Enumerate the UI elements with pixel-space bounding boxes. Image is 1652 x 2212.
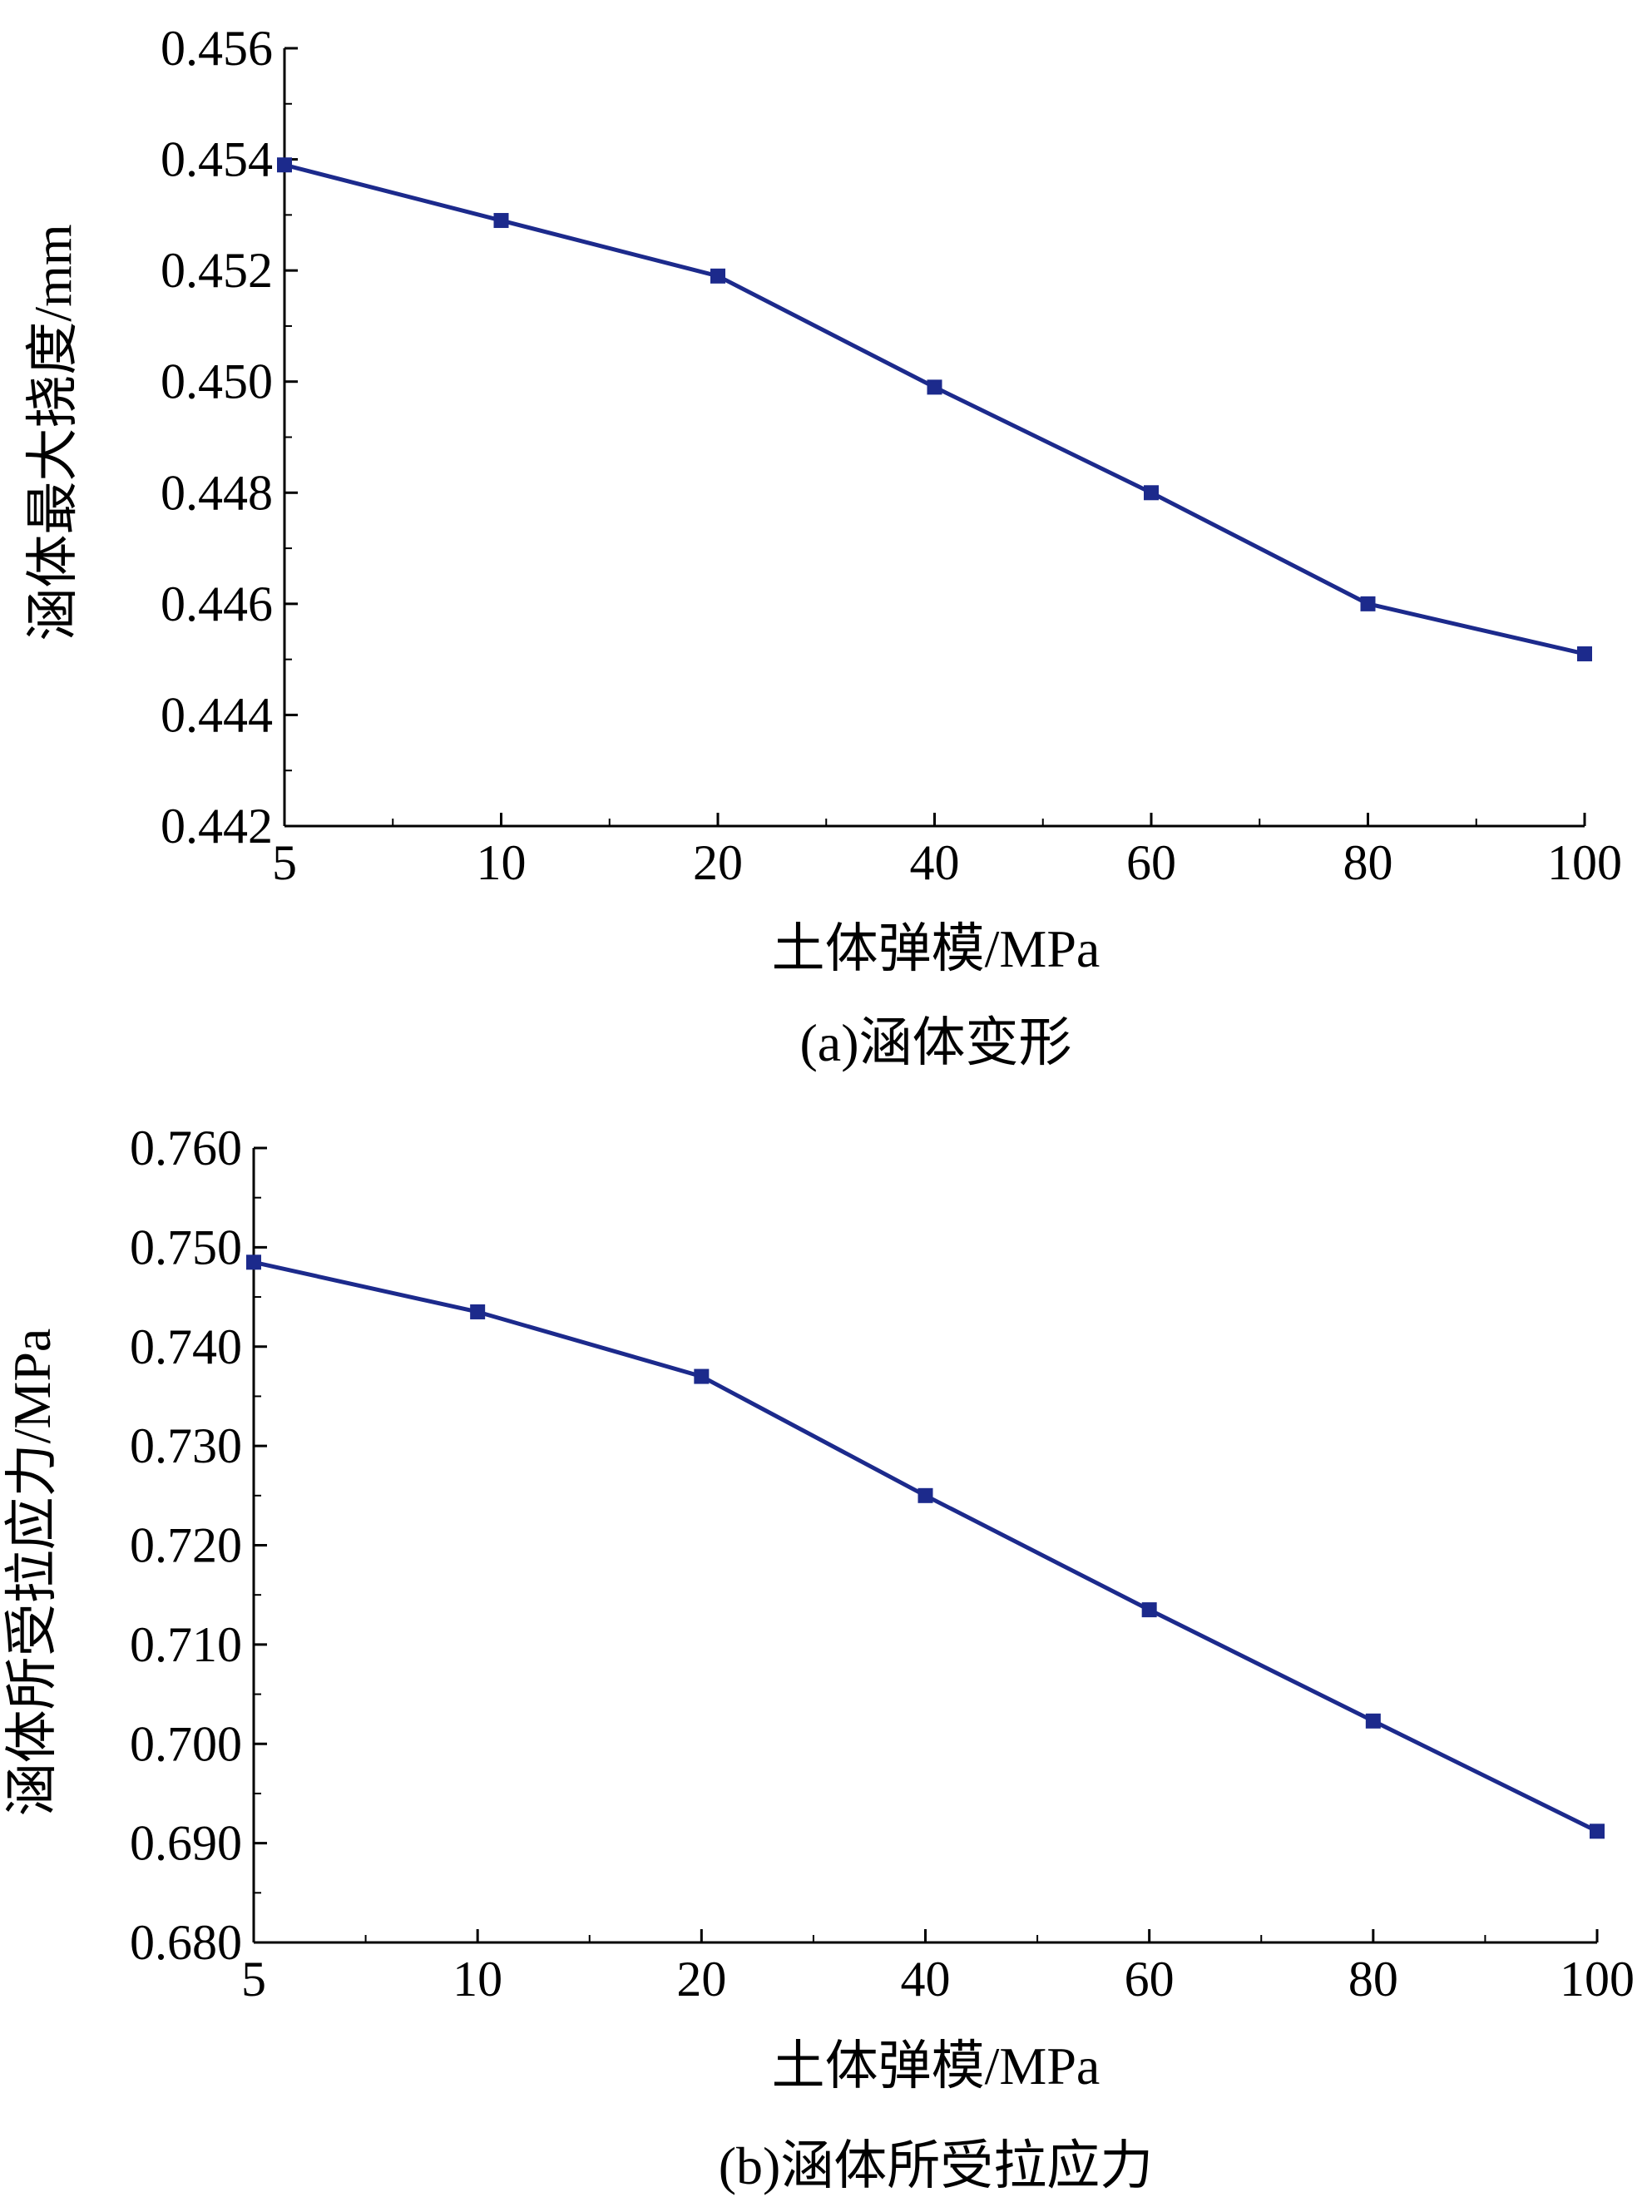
data-point (1577, 646, 1592, 661)
x-tick-label: 5 (272, 835, 297, 890)
chart-b-x-axis-label: 土体弹模/MPa (772, 2036, 1101, 2096)
data-point (277, 157, 292, 173)
x-tick-label: 100 (1547, 835, 1622, 890)
data-point (694, 1368, 710, 1384)
chart-a-caption: (a)涵体变形 (799, 1013, 1071, 1072)
x-tick-label: 40 (901, 1952, 951, 2007)
data-point (1360, 596, 1376, 611)
data-point (710, 268, 725, 284)
x-tick-label: 20 (693, 835, 743, 890)
chart-b: 涵体所受拉应力/MPa 0.7600.7500.7400.7300.7200.7… (2, 1121, 1635, 2195)
y-tick-label: 0.454 (161, 132, 273, 187)
y-tick-label: 0.450 (161, 354, 273, 409)
data-point (918, 1487, 933, 1503)
y-tick-label: 0.452 (161, 243, 273, 298)
y-tick-label: 0.760 (130, 1121, 242, 1175)
y-tick-label: 0.720 (130, 1518, 242, 1573)
data-point (927, 379, 942, 395)
series-line (284, 162, 1585, 656)
data-point (1141, 1602, 1157, 1618)
y-tick-label: 0.730 (130, 1418, 242, 1473)
y-tick-label: 0.750 (130, 1220, 242, 1274)
y-tick-label: 0.442 (161, 799, 273, 854)
y-tick-label: 0.444 (161, 687, 273, 742)
x-tick-label: 60 (1125, 1952, 1175, 2007)
x-tick-label: 80 (1343, 835, 1393, 890)
data-point (1144, 485, 1159, 501)
data-point (493, 213, 509, 229)
x-tick-label: 5 (241, 1952, 266, 2007)
x-tick-label: 100 (1560, 1952, 1635, 2007)
chart-a-y-axis-label: 涵体最大挠度/mm (23, 224, 82, 641)
data-point (470, 1304, 486, 1319)
y-tick-label: 0.710 (130, 1617, 242, 1672)
x-tick-label: 10 (477, 835, 527, 890)
data-point (1590, 1824, 1605, 1839)
y-tick-label: 0.456 (161, 21, 273, 76)
x-tick-label: 80 (1348, 1952, 1398, 2007)
y-tick-label: 0.700 (130, 1716, 242, 1771)
chart-a-plot: 0.456 0.454 0.452 0.450 0.448 0.446 0.444 0.442… (161, 21, 1622, 890)
chart-a: 涵体最大挠度/mm 0.456 0.454 0.452 0.450 0.448 0.446… (23, 21, 1622, 1072)
x-tick-label: 10 (453, 1952, 502, 2007)
chart-b-caption: (b)涵体所受拉应力 (719, 2136, 1154, 2195)
x-tick-label: 60 (1126, 835, 1176, 890)
series-line (253, 1259, 1599, 1833)
x-tick-label: 20 (676, 1952, 726, 2007)
y-tick-label: 0.446 (161, 577, 273, 631)
y-tick-label: 0.680 (130, 1915, 242, 1970)
x-tick-label: 40 (910, 835, 960, 890)
data-point (246, 1254, 261, 1270)
y-tick-label: 0.448 (161, 465, 273, 520)
chart-b-y-axis-label: 涵体所受拉应力/MPa (2, 1329, 62, 1817)
y-tick-label: 0.740 (130, 1319, 242, 1374)
chart-b-plot: 0.760 0.750 0.740 0.730 0.720 0.710 0.700 0.690… (130, 1121, 1635, 2007)
data-point (1365, 1713, 1381, 1729)
chart-a-x-axis-label: 土体弹模/MPa (772, 919, 1101, 978)
y-tick-label: 0.690 (130, 1816, 242, 1871)
